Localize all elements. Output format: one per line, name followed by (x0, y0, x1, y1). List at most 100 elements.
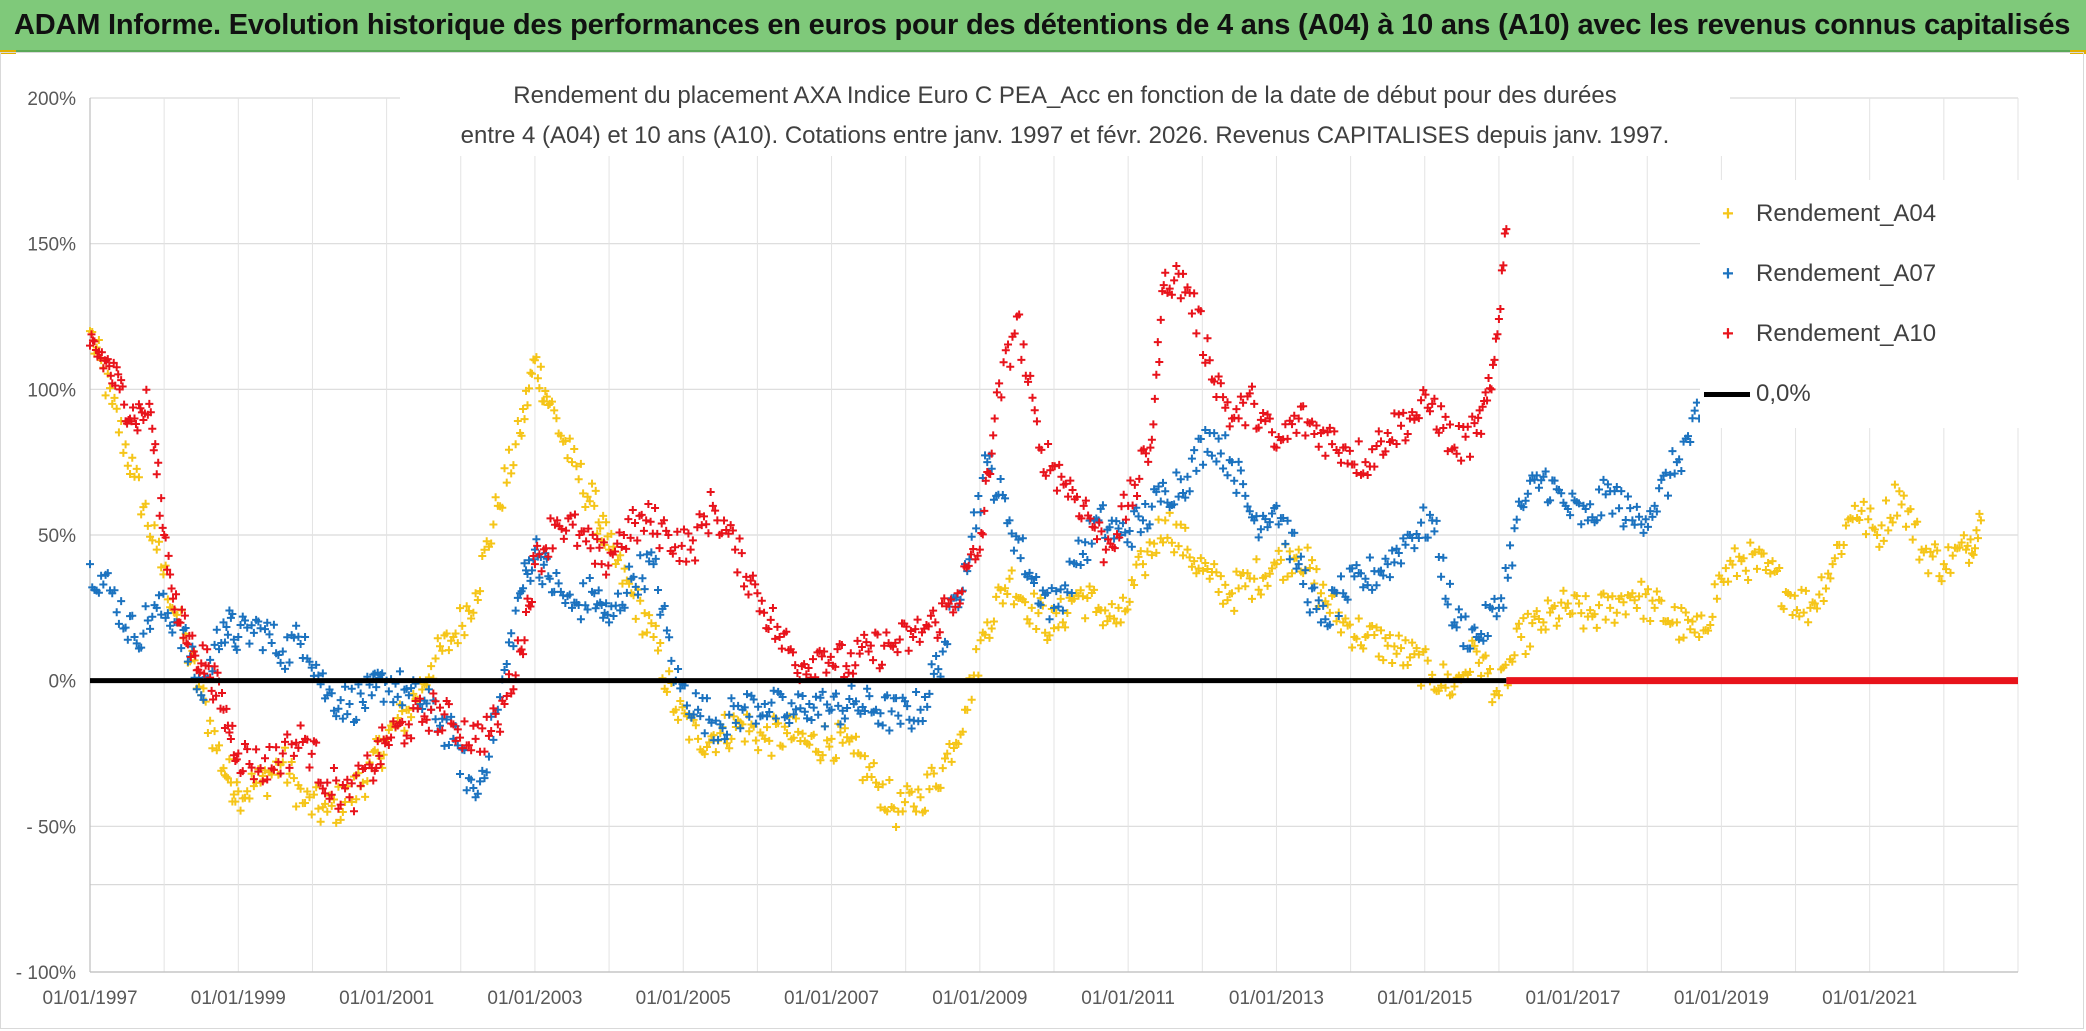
data-point (336, 696, 345, 705)
data-point (1029, 589, 1038, 598)
data-point (1174, 492, 1183, 501)
data-point (1052, 486, 1061, 495)
data-point (157, 494, 166, 503)
data-point (771, 634, 780, 643)
data-point (674, 665, 683, 674)
data-point (469, 608, 478, 617)
data-point (811, 692, 820, 701)
data-point (913, 615, 922, 624)
data-point (869, 656, 878, 665)
data-point (1279, 575, 1288, 584)
data-point (341, 798, 350, 807)
data-point (1523, 489, 1532, 498)
data-point (1370, 462, 1379, 471)
data-point (955, 599, 964, 608)
data-point (573, 541, 582, 550)
data-point (1068, 486, 1077, 495)
data-point (1463, 422, 1472, 431)
data-point (1873, 531, 1882, 539)
data-point (1397, 559, 1406, 568)
data-point (436, 642, 445, 651)
data-point (805, 699, 814, 708)
data-point (887, 707, 896, 716)
data-point (1210, 560, 1219, 569)
data-point (1141, 449, 1150, 458)
data-point (909, 632, 918, 641)
data-point (1915, 555, 1924, 564)
data-point (96, 353, 105, 362)
data-point (1657, 596, 1666, 605)
data-point (482, 537, 491, 546)
data-point (249, 775, 258, 784)
data-point (1038, 586, 1047, 595)
data-point (1491, 334, 1500, 343)
data-point (1308, 556, 1317, 565)
data-point (1530, 612, 1539, 621)
data-point (1130, 581, 1139, 590)
data-point (1875, 542, 1884, 551)
data-point (444, 700, 453, 709)
data-point (1128, 501, 1137, 510)
data-point (90, 337, 99, 346)
data-point (1045, 631, 1054, 640)
data-point (229, 751, 238, 760)
data-point (616, 606, 625, 615)
data-point (307, 749, 316, 758)
data-point (1054, 602, 1063, 611)
data-point (1223, 596, 1232, 605)
data-point (1003, 590, 1012, 599)
data-point (283, 778, 292, 787)
data-point (272, 743, 281, 752)
data-point (177, 605, 186, 614)
data-point (944, 599, 953, 608)
data-point (1336, 458, 1345, 467)
data-point (1319, 601, 1328, 610)
data-point (1176, 520, 1185, 529)
data-point (240, 616, 249, 625)
data-point (231, 756, 240, 765)
data-point (176, 618, 185, 627)
data-point (682, 701, 691, 710)
data-point (1595, 485, 1604, 494)
data-point (722, 739, 731, 748)
data-point (217, 688, 226, 697)
data-point (1474, 635, 1483, 644)
data-point (369, 670, 378, 679)
data-point (1928, 552, 1937, 561)
data-point (1005, 516, 1014, 525)
data-point (916, 705, 925, 714)
data-point (1486, 665, 1495, 674)
data-point (1474, 413, 1483, 422)
data-point (765, 736, 774, 745)
data-point (1190, 557, 1199, 566)
data-point (803, 714, 812, 723)
data-point (929, 769, 938, 778)
chart-svg: 200%150%100%50%0%- 50%- 100% 01/01/1997 0… (16, 89, 2019, 1009)
chart-title: Rendement du placement AXA Indice Euro C… (400, 76, 1730, 156)
data-point (1179, 551, 1188, 560)
data-point (1052, 609, 1061, 618)
data-point (568, 458, 576, 467)
data-point (599, 511, 608, 520)
data-point (1117, 502, 1126, 511)
data-point (1401, 540, 1410, 549)
data-point (1187, 309, 1196, 318)
x-tick-label: 01/01/2015 (1377, 988, 1472, 1009)
data-point (906, 627, 915, 636)
data-point (1879, 536, 1888, 545)
data-point (1161, 516, 1170, 525)
data-point (1497, 266, 1506, 275)
data-point (1203, 564, 1212, 573)
data-point (1138, 516, 1147, 525)
data-point (1583, 516, 1592, 525)
data-point (1123, 538, 1132, 547)
data-point (1272, 501, 1281, 510)
data-point (1368, 445, 1377, 454)
data-point (197, 691, 206, 700)
data-point (198, 641, 207, 650)
data-point (745, 727, 754, 736)
data-point (1194, 564, 1203, 573)
data-point (476, 587, 485, 596)
data-point (1312, 565, 1321, 574)
data-point (713, 516, 722, 525)
